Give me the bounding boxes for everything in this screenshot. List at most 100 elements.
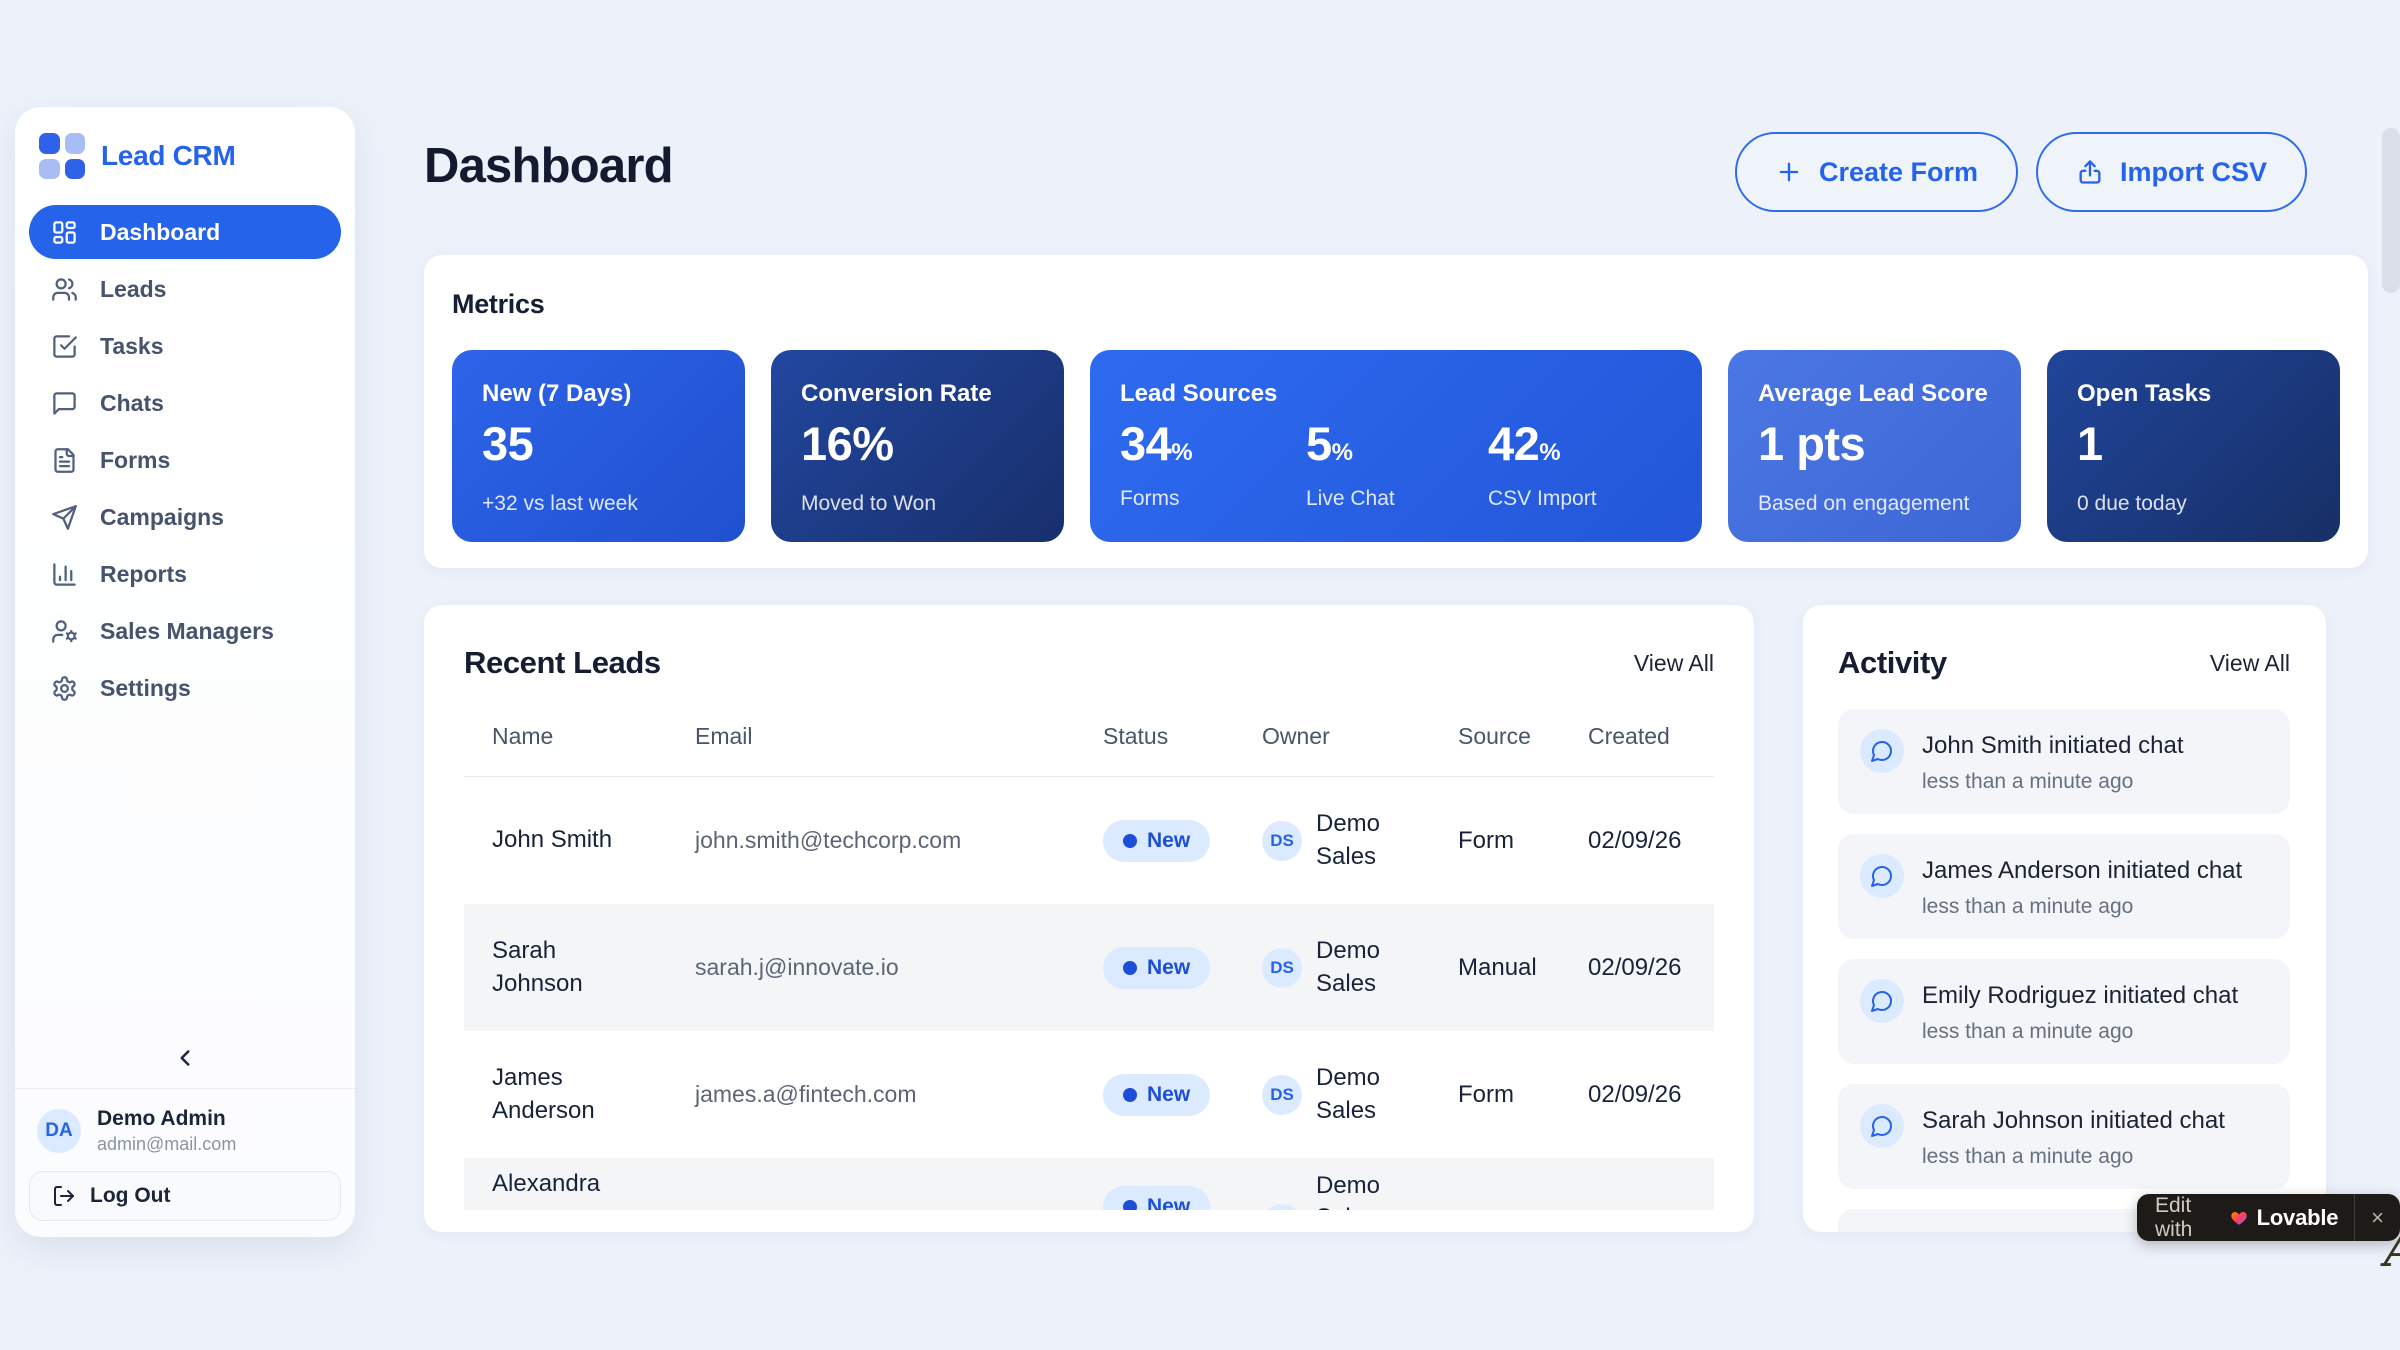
status-dot-icon: [1123, 1200, 1137, 1210]
sidebar-item-label: Forms: [100, 446, 171, 473]
metrics-grid: New (7 Days) 35 +32 vs last week Convers…: [452, 350, 2340, 542]
metric-title: Lead Sources: [1120, 380, 1278, 407]
metric-title: Open Tasks: [2077, 380, 2212, 407]
owner-avatar: DS: [1262, 1204, 1302, 1210]
metric-card-open-tasks[interactable]: Open Tasks 1 0 due today: [2047, 350, 2340, 542]
metric-card-average-lead-score[interactable]: Average Lead Score 1 pts Based on engage…: [1728, 350, 2021, 542]
activity-view-all-link[interactable]: View All: [2209, 649, 2290, 676]
sidebar-collapse-button[interactable]: [29, 1036, 341, 1080]
sidebar-item-chats[interactable]: Chats: [29, 376, 341, 430]
recent-leads-view-all-link[interactable]: View All: [1633, 649, 1714, 676]
status-dot-icon: [1123, 833, 1137, 848]
lead-name: James Anderson: [492, 1064, 595, 1124]
owner-avatar: DS: [1262, 1074, 1302, 1115]
lead-source-label: Live Chat: [1306, 487, 1395, 510]
logout-icon: [54, 1186, 74, 1206]
metric-card-new-7-days[interactable]: New (7 Days) 35 +32 vs last week: [452, 350, 745, 542]
activity-item-title: Emily Rodriguez initiated chat: [1922, 982, 2239, 1009]
activity-item[interactable]: James Anderson initiated chat less than …: [1838, 834, 2290, 939]
metric-value: 1 pts: [1758, 417, 1866, 470]
settings-icon: [53, 675, 76, 701]
lead-source-forms: 34% Forms: [1120, 420, 1306, 511]
lead-name: Alexandra: [492, 1170, 601, 1197]
activity-item[interactable]: Emily Rodriguez initiated chat less than…: [1838, 959, 2290, 1064]
sidebar-item-label: Campaigns: [100, 503, 224, 530]
sidebar-item-label: Settings: [100, 674, 191, 701]
sidebar-item-label: Dashboard: [100, 218, 221, 245]
status-dot-icon: [1123, 1087, 1137, 1102]
edit-with-lovable-badge[interactable]: Edit with Lovable ×: [2137, 1194, 2400, 1241]
sidebar-divider: [15, 1088, 355, 1089]
sidebar-item-sales-managers[interactable]: Sales Managers: [29, 604, 341, 658]
sidebar-item-dashboard[interactable]: Dashboard: [29, 205, 341, 259]
lead-source: Manual: [1458, 953, 1537, 981]
sidebar-item-tasks[interactable]: Tasks: [29, 319, 341, 373]
status-badge: New: [1103, 1186, 1211, 1210]
sidebar-item-forms[interactable]: Forms: [29, 433, 341, 487]
metric-subtitle: Based on engagement: [1758, 492, 1970, 515]
chat-bubble-icon: [1860, 1104, 1904, 1148]
status-badge: New: [1103, 819, 1211, 862]
sidebar-item-campaigns[interactable]: Campaigns: [29, 490, 341, 544]
user-name: Demo Admin: [97, 1107, 226, 1130]
table-row[interactable]: James Anderson james.a@fintech.com New D…: [464, 1031, 1714, 1158]
sidebar-item-leads[interactable]: Leads: [29, 262, 341, 316]
forms-icon: [54, 447, 75, 473]
lead-name: John Smith: [492, 826, 613, 854]
metric-subtitle: +32 vs last week: [482, 492, 638, 515]
scrollbar-thumb[interactable]: [2382, 128, 2400, 293]
sidebar-item-label: Tasks: [100, 332, 164, 359]
sidebar-item-settings[interactable]: Settings: [29, 661, 341, 715]
campaigns-icon: [52, 504, 77, 530]
table-row[interactable]: Alexandra New DS Demo Sales: [464, 1158, 1714, 1210]
activity-item-title: Sarah Johnson initiated chat: [1922, 1107, 2225, 1134]
sales-managers-icon: [52, 619, 77, 643]
table-row[interactable]: John Smith john.smith@techcorp.com New D…: [464, 777, 1714, 904]
badge-brand[interactable]: Lovable: [2256, 1204, 2339, 1230]
lead-email: john.smith@techcorp.com: [695, 827, 962, 853]
user-email: admin@mail.com: [97, 1134, 237, 1154]
activity-item[interactable]: John Smith initiated chat less than a mi…: [1838, 709, 2290, 814]
metric-subtitle: 0 due today: [2077, 492, 2187, 515]
table-row[interactable]: Sarah Johnson sarah.j@innovate.io New DS…: [464, 904, 1714, 1031]
column-header-owner: Owner: [1262, 723, 1330, 749]
owner-name: Demo Sales: [1316, 937, 1381, 997]
user-profile[interactable]: DA Demo Admin admin@mail.com: [29, 1089, 341, 1171]
chat-bubble-icon: [1860, 979, 1904, 1023]
lead-source-unit: %: [1331, 439, 1353, 466]
sidebar-item-reports[interactable]: Reports: [29, 547, 341, 601]
lead-source-label: Forms: [1120, 487, 1180, 510]
lead-source-live-chat: 5% Live Chat: [1306, 420, 1488, 511]
metric-title: Average Lead Score: [1758, 380, 1988, 407]
metrics-panel: Metrics New (7 Days) 35 +32 vs last week…: [424, 255, 2368, 568]
badge-close-icon[interactable]: ×: [2371, 1204, 2384, 1230]
activity-item-title: James Anderson initiated chat: [1922, 857, 2243, 884]
logout-button[interactable]: Log Out: [29, 1171, 341, 1221]
owner-name: Demo Sales: [1316, 1064, 1381, 1124]
owner-avatar: DS: [1262, 820, 1302, 861]
owner-name: Demo Sales: [1316, 1172, 1381, 1210]
import-csv-button[interactable]: Import CSV: [2036, 132, 2308, 212]
metric-title: New (7 Days): [482, 380, 632, 407]
chat-bubble-icon: [1860, 854, 1904, 898]
activity-item[interactable]: Sarah Johnson initiated chat less than a…: [1838, 1084, 2290, 1189]
page-title: Dashboard: [424, 139, 674, 193]
metric-title: Conversion Rate: [801, 380, 992, 407]
chats-icon: [53, 391, 76, 415]
activity-item-time: less than a minute ago: [1922, 1145, 2134, 1168]
sidebar: Lead CRM Dashboard Leads Tasks Chats For…: [15, 107, 355, 1237]
lead-name: Sarah Johnson: [492, 937, 583, 997]
leads-table: Name Email Status Owner Source Created J…: [464, 681, 1714, 1210]
column-header-name: Name: [492, 723, 554, 749]
metric-card-lead-sources[interactable]: Lead Sources 34% Forms 5% Live Chat 42% …: [1090, 350, 1702, 542]
plus-icon: [1779, 162, 1799, 182]
create-form-button[interactable]: Create Form: [1735, 132, 2019, 212]
lead-email: sarah.j@innovate.io: [695, 954, 899, 980]
create-form-label: Create Form: [1819, 156, 1979, 187]
lead-source-unit: %: [1539, 439, 1561, 466]
user-avatar: DA: [37, 1109, 81, 1153]
column-header-created: Created: [1588, 723, 1670, 749]
metric-card-conversion-rate[interactable]: Conversion Rate 16% Moved to Won: [771, 350, 1064, 542]
owner-name: Demo Sales: [1316, 810, 1381, 870]
